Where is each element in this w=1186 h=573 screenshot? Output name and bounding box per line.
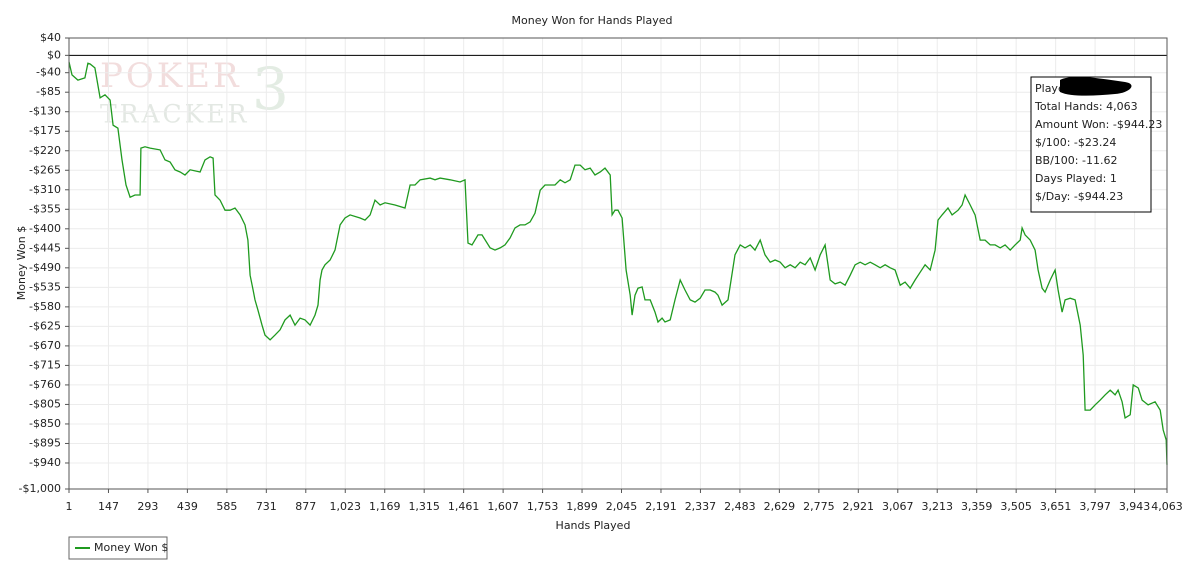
x-tick-label: 2,191	[645, 500, 677, 513]
y-tick-label: -$265	[29, 163, 61, 176]
y-tick-label: -$445	[29, 241, 61, 254]
y-tick-label: -$670	[29, 339, 61, 352]
x-tick-label: 293	[137, 500, 158, 513]
y-tick-label: $40	[40, 31, 61, 44]
chart-title: Money Won for Hands Played	[512, 14, 673, 27]
info-box-frame	[1030, 76, 1152, 213]
x-tick-label: 439	[177, 500, 198, 513]
plot	[68, 61, 1168, 465]
x-tick-label: 1,461	[448, 500, 480, 513]
x-tick-label: 3,943	[1119, 500, 1151, 513]
y-axis-label: Money Won $	[15, 226, 28, 300]
info-line: BB/100: -11.62	[1035, 154, 1117, 167]
x-tick-label: 731	[256, 500, 277, 513]
y-tick-label: -$850	[29, 417, 61, 430]
y-tick-label: -$580	[29, 300, 61, 313]
x-tick-label: 2,921	[843, 500, 875, 513]
x-tick-label: 2,775	[803, 500, 835, 513]
y-tick-label: -$940	[29, 456, 61, 469]
y-tick-label: $0	[47, 48, 61, 61]
x-tick-label: 1,753	[527, 500, 559, 513]
x-tick-label: 3,651	[1040, 500, 1072, 513]
y-tick-label: -$490	[29, 261, 61, 274]
y-tick-label: -$40	[36, 66, 61, 79]
x-tick-label: 1,023	[330, 500, 362, 513]
info-lines: Total Hands: 4,063 Amount Won: -$944.23 $/…	[1034, 100, 1162, 203]
info-line: Days Played: 1	[1035, 172, 1117, 185]
watermark-top: POKER	[100, 56, 242, 96]
y-tick-label: -$130	[29, 105, 61, 118]
info-line: $/100: -$23.24	[1035, 136, 1116, 149]
x-tick-label: 3,359	[961, 500, 993, 513]
x-tick-label: 3,505	[1000, 500, 1032, 513]
y-tick-label: -$715	[29, 358, 61, 371]
x-tick-label: 2,629	[764, 500, 796, 513]
y-tick-label: -$625	[29, 319, 61, 332]
legend: Money Won $	[68, 536, 168, 560]
x-tick-label: 585	[216, 500, 237, 513]
x-axis-label: Hands Played	[556, 519, 631, 532]
y-tick-label: -$85	[36, 85, 61, 98]
y-tick-label: -$355	[29, 202, 61, 215]
y-tick-label: -$310	[29, 183, 61, 196]
x-tick-label: 3,213	[921, 500, 953, 513]
x-tick-label: 3,797	[1079, 500, 1111, 513]
watermark: POKER 3 TRACKER	[100, 55, 289, 128]
y-tick-label: -$220	[29, 144, 61, 157]
y-tick-label: -$805	[29, 397, 61, 410]
redaction	[1060, 76, 1132, 96]
legend-label: Money Won $	[94, 541, 168, 554]
y-tick-label: -$1,000	[19, 482, 61, 495]
x-tick-label: 3,067	[882, 500, 914, 513]
x-tick-label: 4,063	[1151, 500, 1183, 513]
x-tick-label: 1	[66, 500, 73, 513]
watermark-bottom: TRACKER	[100, 100, 249, 129]
y-tick-label: -$400	[29, 222, 61, 235]
x-tick-label: 1,607	[487, 500, 519, 513]
x-tick-label: 2,337	[685, 500, 717, 513]
x-tick-label: 1,899	[566, 500, 598, 513]
plot-frame	[68, 37, 1168, 490]
x-tick-label: 877	[295, 500, 316, 513]
data-line	[68, 61, 1168, 465]
x-tick-label: 2,483	[724, 500, 756, 513]
x-tick-label: 1,315	[408, 500, 440, 513]
x-tick-label: 1,169	[369, 500, 401, 513]
y-tick-label: -$760	[29, 378, 61, 391]
legend-frame	[68, 536, 168, 560]
y-tick-label: -$895	[29, 436, 61, 449]
y-tick-label: -$175	[29, 124, 61, 137]
info-line: Amount Won: -$944.23	[1035, 118, 1162, 131]
x-tick-label: 147	[98, 500, 119, 513]
info-line: Total Hands: 4,063	[1034, 100, 1138, 113]
watermark-badge: 3	[252, 55, 289, 123]
info-line: $/Day: -$944.23	[1035, 190, 1123, 203]
x-tick-label: 2,045	[606, 500, 638, 513]
y-tick-label: -$535	[29, 280, 61, 293]
